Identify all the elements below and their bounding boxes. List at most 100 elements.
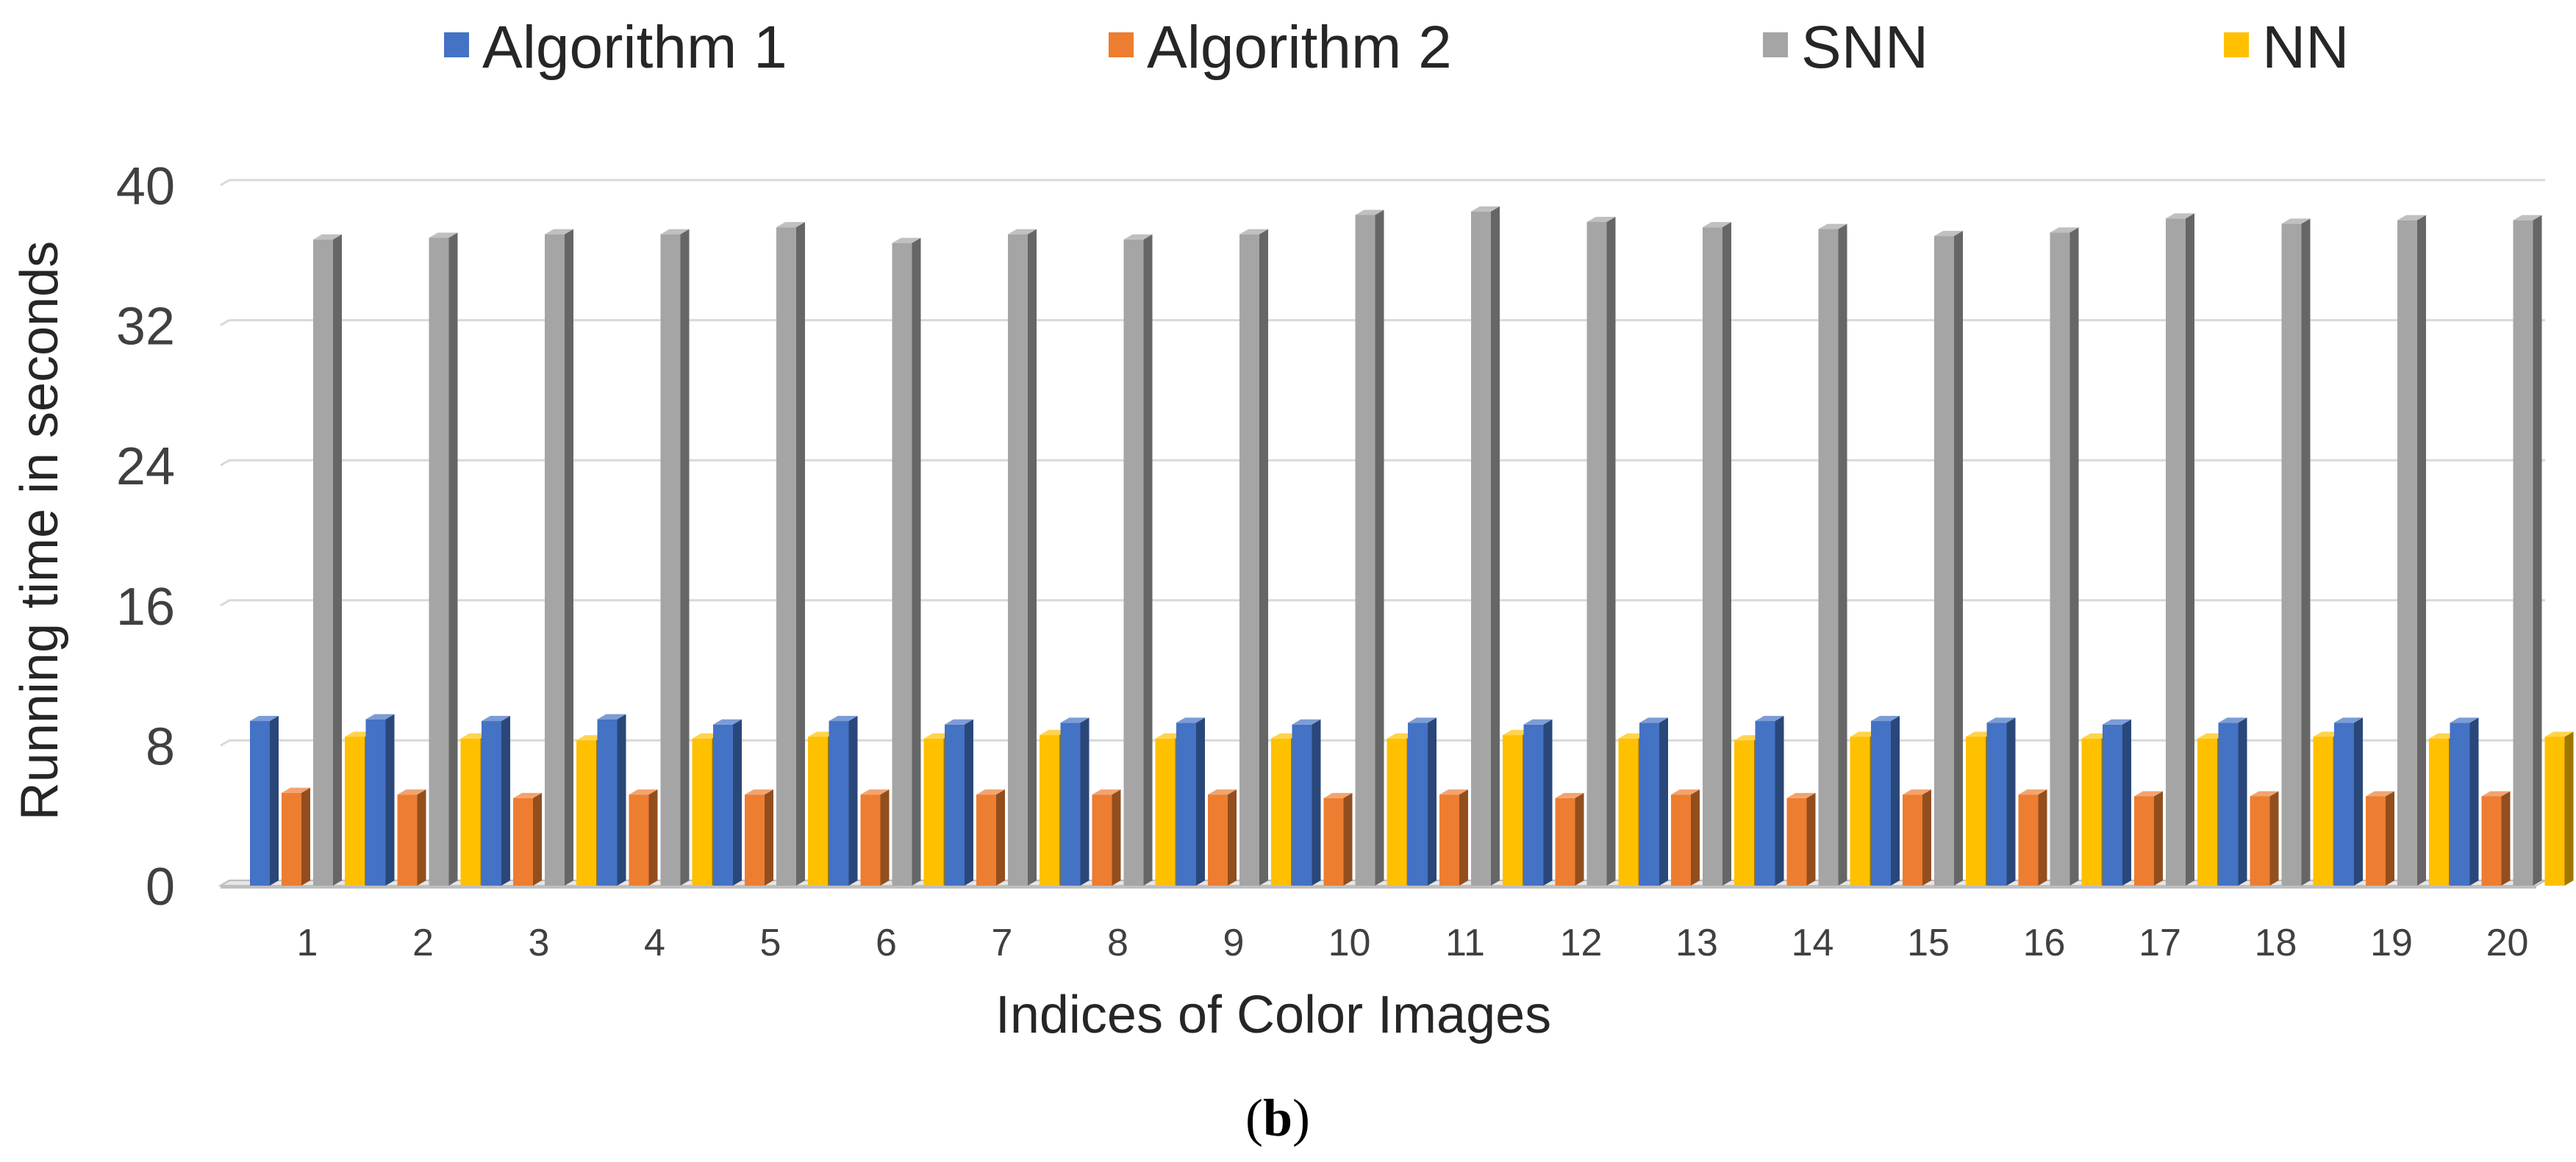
bar-front — [313, 239, 333, 886]
bar-top — [1986, 717, 2016, 723]
bar-top — [1471, 206, 1500, 212]
legend-swatch — [1109, 32, 1134, 57]
bar-top — [2334, 717, 2363, 723]
bar-algorithm-2-9 — [1208, 789, 1237, 886]
bar-front — [1239, 234, 1259, 886]
bar-top — [745, 789, 773, 795]
bar-front — [2544, 736, 2565, 886]
bar-side — [1954, 231, 1963, 886]
bar-top — [513, 792, 542, 798]
bar-side — [2417, 215, 2426, 886]
bar-front — [429, 237, 449, 886]
bar-front — [923, 738, 944, 886]
x-tick-label: 17 — [2139, 922, 2181, 964]
bar-top — [1639, 717, 1668, 723]
bar-side — [617, 714, 626, 886]
bar-side — [1575, 792, 1584, 886]
bar-side — [2533, 215, 2542, 886]
x-tick-label: 3 — [529, 922, 550, 964]
bar-front — [397, 795, 418, 886]
bar-snn-14 — [1818, 223, 1847, 886]
bar-front — [1703, 227, 1722, 886]
legend-label: Algorithm 1 — [482, 14, 787, 81]
bar-algorithm-1-13 — [1639, 717, 1668, 886]
bar-top — [660, 229, 690, 234]
bar-front — [597, 719, 618, 886]
bar-front — [1639, 722, 1659, 886]
gridline-edge — [220, 459, 230, 467]
bar-front — [1786, 797, 1807, 886]
bar-algorithm-1-8 — [1060, 717, 1090, 886]
bar-front — [2081, 738, 2102, 886]
bar-side — [1143, 234, 1153, 886]
y-tick-label: 16 — [116, 578, 175, 636]
bar-front — [1408, 722, 1428, 886]
legend-item: Algorithm 2 — [1109, 14, 1452, 81]
x-tick-label: 16 — [2023, 922, 2066, 964]
bar-side — [1691, 789, 1700, 886]
bar-front — [776, 227, 796, 886]
legend-item: Algorithm 1 — [444, 14, 787, 81]
x-tick-label: 19 — [2370, 922, 2413, 964]
bar-side — [1080, 717, 1090, 886]
bar-side — [1228, 789, 1237, 886]
bar-front — [745, 795, 765, 886]
bar-side — [2069, 227, 2079, 886]
bar-front — [1734, 740, 1754, 886]
bar-side — [333, 234, 342, 886]
bar-front — [482, 721, 501, 886]
bar-algorithm-1-15 — [1871, 716, 1900, 886]
bar-front — [2166, 218, 2186, 886]
bar-side — [1312, 719, 1321, 886]
bar-front — [2103, 724, 2122, 886]
bar-top — [1755, 716, 1784, 722]
bar-front — [1903, 795, 1922, 886]
bar-front — [1523, 724, 1544, 886]
bar-side — [270, 716, 279, 886]
x-tick-label: 13 — [1675, 922, 1718, 964]
bar-side — [680, 229, 690, 886]
bar-side — [1659, 717, 1668, 886]
bar-algorithm-2-16 — [2018, 789, 2047, 886]
bar-front — [2281, 223, 2302, 886]
bar-algorithm-2-15 — [1903, 789, 1931, 886]
bar-top — [250, 716, 279, 722]
bar-top — [892, 237, 921, 243]
bar-top — [2544, 731, 2574, 737]
bar-side — [2238, 717, 2247, 886]
x-tick-label: 12 — [1560, 922, 1603, 964]
bar-front — [2018, 795, 2039, 886]
bar-snn-16 — [2050, 227, 2079, 886]
bar-algorithm-2-4 — [629, 789, 658, 886]
bar-algorithm-2-2 — [397, 789, 426, 886]
bar-front — [365, 719, 386, 886]
bar-top — [1786, 792, 1816, 798]
x-tick-label: 6 — [876, 922, 897, 964]
bar-algorithm-1-11 — [1408, 717, 1437, 886]
bar-top — [429, 232, 458, 238]
bar-algorithm-2-11 — [1439, 789, 1468, 886]
bar-side — [1922, 789, 1931, 886]
bar-front — [460, 738, 481, 886]
bar-top — [1060, 717, 1090, 723]
bar-side — [1891, 716, 1900, 886]
bar-side — [501, 716, 510, 886]
bars — [250, 206, 2574, 886]
bar-front — [2134, 796, 2154, 886]
bar-front — [2050, 232, 2070, 886]
bar-side — [2469, 717, 2479, 886]
bar-algorithm-1-19 — [2334, 717, 2363, 886]
legend-item: NN — [2224, 14, 2349, 81]
bar-side — [733, 719, 742, 886]
bar-algorithm-1-7 — [945, 719, 973, 886]
bar-top — [2513, 215, 2542, 220]
bar-top — [860, 789, 890, 795]
bar-front — [1323, 797, 1344, 886]
bar-top — [282, 787, 310, 793]
bar-snn-15 — [1934, 231, 1963, 886]
bar-snn-10 — [1355, 209, 1384, 886]
bar-algorithm-2-17 — [2134, 791, 2163, 886]
bar-side — [1806, 792, 1816, 886]
bar-algorithm-2-10 — [1323, 792, 1353, 886]
x-tick-label: 5 — [760, 922, 781, 964]
